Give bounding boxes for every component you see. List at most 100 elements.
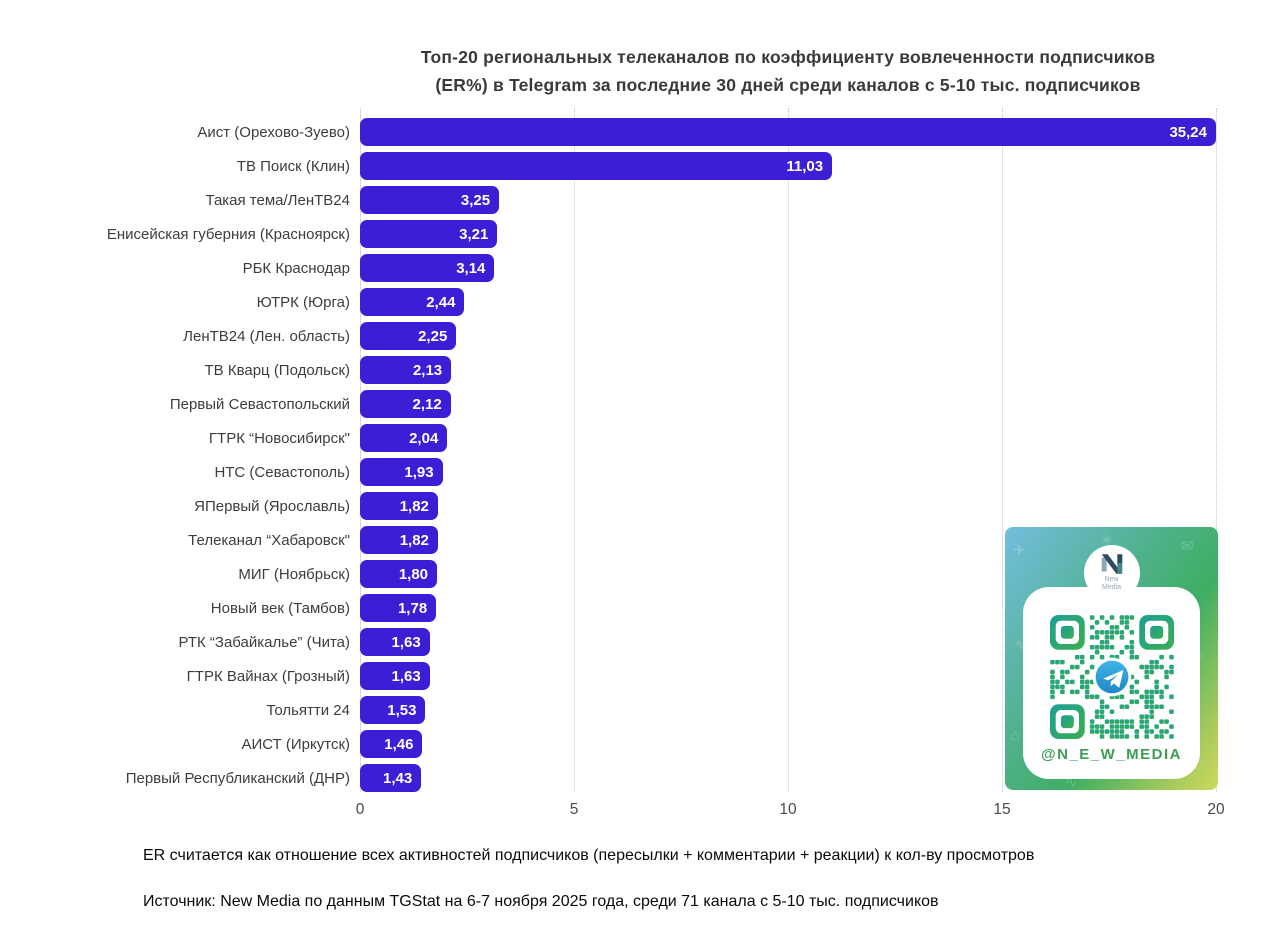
- bar: 35,24: [360, 118, 1216, 146]
- chart-row: Телеканал “Хабаровск" 1,82: [188, 523, 1216, 557]
- value-label: 35,24: [1169, 123, 1207, 141]
- telegram-plane-icon: [1102, 670, 1123, 688]
- category-label: Телеканал “Хабаровск": [188, 531, 350, 549]
- bar: 1,46: [360, 730, 423, 758]
- qr-promo-card: ✈✉♪⌂✎♡✳∿ New Media @N_E_W_MEDIA: [1005, 527, 1218, 790]
- footnote-er-definition: ER считается как отношение всех активнос…: [143, 847, 1035, 864]
- category-label: ТВ Поиск (Клин): [236, 157, 350, 175]
- x-axis-tick-label: 5: [569, 801, 579, 818]
- chart-row: ЮТРК (Юрга) 2,44: [257, 285, 1216, 319]
- bar: 2,44: [360, 288, 465, 316]
- category-label: Аист (Орехово-Зуево): [197, 123, 350, 141]
- category-label: ГТРК “Новосибирск": [208, 429, 350, 447]
- bar: 2,25: [360, 322, 457, 350]
- chart-row: Первый Севастопольский 2,12: [170, 387, 1216, 421]
- bar: 3,14: [360, 254, 495, 282]
- value-label: 1,78: [397, 599, 428, 617]
- chart-title-line2: (ER%) в Telegram за последние 30 дней ср…: [435, 75, 1141, 95]
- chart-title: Топ-20 региональных телеканалов по коэфф…: [360, 43, 1216, 99]
- value-label: 3,25: [460, 191, 491, 209]
- bar: 2,04: [360, 424, 448, 452]
- value-label: 2,25: [418, 327, 448, 345]
- bar-chart: Аист (Орехово-Зуево) 35,24 ТВ Поиск (Клин)…: [107, 108, 1225, 818]
- n-logo-icon: [1101, 554, 1122, 574]
- x-axis-tick-label: 20: [1207, 801, 1225, 818]
- doodle-glyph: ⌂: [1011, 727, 1021, 744]
- chart-row: ГТРК Вайнах (Грозный) 1,63: [187, 659, 1216, 693]
- footnote-source: Источник: New Media по данным TGStat на …: [143, 893, 939, 910]
- chart-row: МИГ (Ноябрьск) 1,80: [238, 557, 1216, 591]
- bar: 1,63: [360, 662, 430, 690]
- value-label: 2,13: [412, 361, 443, 379]
- bar: 1,82: [360, 492, 438, 520]
- bar: 2,13: [360, 356, 452, 384]
- doodle-glyph: ✳: [1100, 532, 1113, 549]
- chart-row: Тольятти 24 1,53: [266, 693, 1216, 727]
- value-label: 1,80: [398, 565, 429, 583]
- value-label: 1,63: [391, 667, 421, 685]
- chart-row: РТК “Забайкалье” (Чита) 1,63: [179, 625, 1216, 659]
- category-label: Первый Республиканский (ДНР): [125, 769, 350, 787]
- category-label: НТС (Севастополь): [214, 463, 350, 481]
- bar: 1,63: [360, 628, 430, 656]
- qr-code: [1049, 615, 1174, 739]
- value-label: 11,03: [786, 157, 824, 175]
- category-label: ГТРК Вайнах (Грозный): [186, 667, 350, 685]
- value-label: 3,21: [459, 225, 489, 243]
- bar: 3,21: [360, 220, 498, 248]
- value-label: 1,82: [399, 497, 429, 515]
- chart-row: ЛенТВ24 (Лен. область) 2,25: [183, 319, 1216, 353]
- chart-row: ТВ Поиск (Клин) 11,03: [237, 149, 1216, 183]
- chart-row: ГТРК “Новосибирск" 2,04: [209, 421, 1216, 455]
- bar: 2,12: [360, 390, 451, 418]
- bar: 1,93: [360, 458, 443, 486]
- bar: 1,78: [360, 594, 437, 622]
- x-gridline: [1002, 108, 1003, 792]
- bar: 1,82: [360, 526, 438, 554]
- chart-title-line1: Топ-20 региональных телеканалов по коэфф…: [420, 47, 1156, 67]
- brand-name: New Media: [1101, 576, 1122, 591]
- x-axis-tick-label: 10: [779, 801, 797, 818]
- chart-row: АИСТ (Иркутск) 1,46: [241, 727, 1216, 761]
- x-gridline: [574, 108, 575, 792]
- value-label: 1,93: [404, 463, 434, 481]
- chart-row: ЯПервый (Ярославль) 1,82: [194, 489, 1216, 523]
- x-axis-tick-label: 0: [355, 801, 365, 818]
- value-label: 1,82: [399, 531, 429, 549]
- category-label: ЯПервый (Ярославль): [194, 497, 350, 515]
- chart-row: Новый век (Тамбов) 1,78: [211, 591, 1216, 625]
- category-label: Енисейская губерния (Красноярск): [106, 225, 350, 243]
- value-label: 2,12: [412, 395, 442, 413]
- chart-row: ТВ Кварц (Подольск) 2,13: [205, 353, 1216, 387]
- chart-row: Енисейская губерния (Красноярск) 3,21: [107, 217, 1216, 251]
- category-label: АИСТ (Иркутск): [241, 735, 350, 753]
- chart-row: НТС (Севастополь) 1,93: [214, 455, 1216, 489]
- category-label: ЮТРК (Юрга): [256, 293, 350, 311]
- chart-row: Аист (Орехово-Зуево) 35,24: [197, 115, 1216, 149]
- chart-row: РБК Краснодар 3,14: [243, 251, 1216, 285]
- doodle-glyph: ✉: [1181, 538, 1194, 555]
- bar-rows: Аист (Орехово-Зуево) 35,24 ТВ Поиск (Клин)…: [107, 115, 1216, 795]
- value-label: 1,43: [383, 769, 413, 787]
- value-label: 1,53: [387, 701, 417, 719]
- x-gridline: [1216, 108, 1217, 792]
- qr-code-svg: [1049, 615, 1174, 739]
- bar: 11,03: [360, 152, 833, 180]
- category-label: РТК “Забайкалье” (Чита): [178, 633, 350, 651]
- x-gridline: [788, 108, 789, 792]
- category-label: Новый век (Тамбов): [210, 599, 350, 617]
- category-label: Первый Севастопольский: [169, 395, 350, 413]
- bar: 1,53: [360, 696, 426, 724]
- category-label: РБК Краснодар: [242, 259, 350, 277]
- new-media-logo: New Media: [1083, 545, 1140, 601]
- category-label: ЛенТВ24 (Лен. область): [183, 327, 350, 345]
- chart-row: Первый Республиканский (ДНР) 1,43: [126, 761, 1216, 795]
- bar: 3,25: [360, 186, 500, 214]
- value-label: 3,14: [456, 259, 486, 277]
- y-axis-line: [360, 108, 361, 792]
- category-label: ТВ Кварц (Подольск): [204, 361, 351, 379]
- category-label: Такая тема/ЛенТВ24: [205, 191, 350, 209]
- category-label: МИГ (Ноябрьск): [238, 565, 350, 583]
- x-axis-tick-label: 15: [993, 801, 1011, 818]
- bar: 1,43: [360, 764, 422, 792]
